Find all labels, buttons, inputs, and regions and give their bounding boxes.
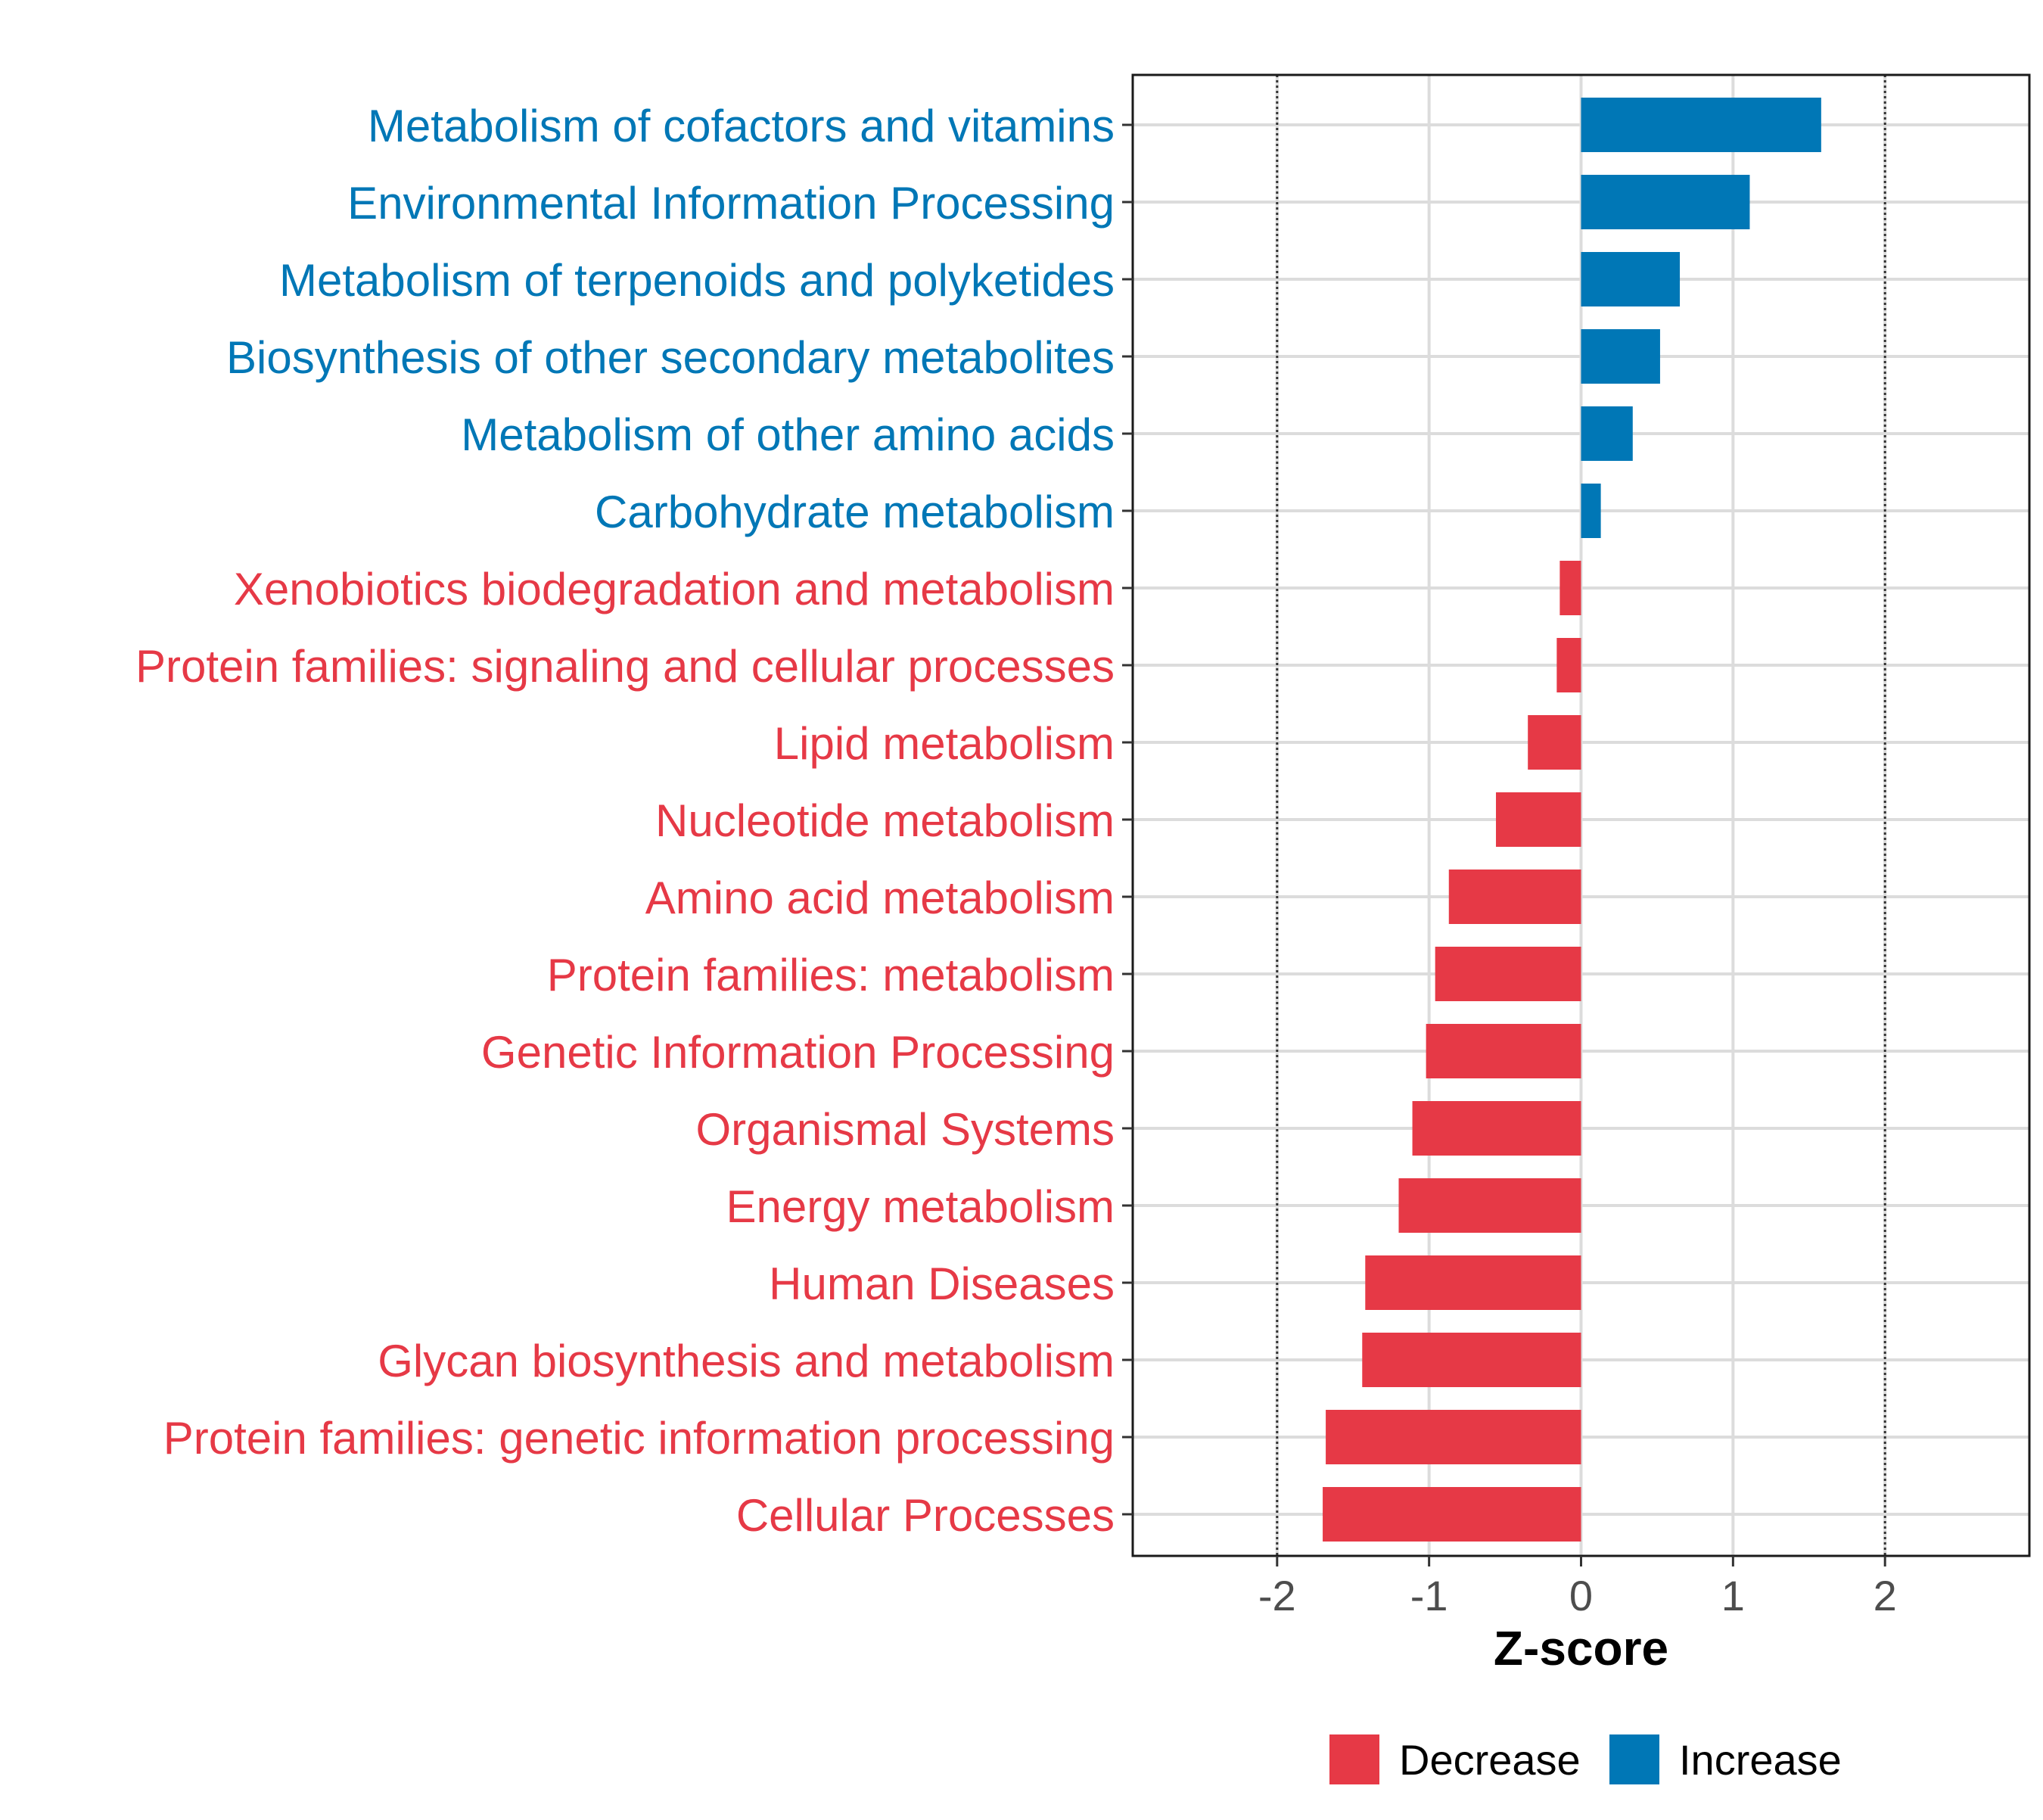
y-tick-label: Protein families: genetic information pr… [163, 1413, 1115, 1464]
x-tick-layer: -2 -1 0 1 2 [1258, 1556, 1897, 1619]
x-tick-label: 2 [1874, 1572, 1897, 1619]
y-tick-label: Nucleotide metabolism [655, 795, 1115, 846]
legend-label-decrease: Decrease [1399, 1736, 1581, 1784]
bar-carbohydrate-metabolism [1581, 484, 1601, 538]
bar-xenobiotics-biodegradation-and-metabolism [1559, 561, 1581, 615]
bar-metabolism-of-other-amino-acids [1581, 406, 1633, 461]
x-tick-label: 0 [1569, 1572, 1593, 1619]
y-tick-label: Glycan biosynthesis and metabolism [378, 1336, 1115, 1386]
y-tick-label: Protein families: signaling and cellular… [135, 641, 1115, 692]
bar-biosynthesis-of-other-secondary-metabolites [1581, 329, 1660, 384]
y-tick-label: Carbohydrate metabolism [595, 487, 1115, 537]
bar-protein-families-signaling-and-cellular-processes [1556, 638, 1581, 692]
bar-energy-metabolism [1398, 1178, 1581, 1233]
y-tick-label: Lipid metabolism [774, 718, 1115, 769]
bar-genetic-information-processing [1426, 1024, 1581, 1078]
x-tick-label: -1 [1410, 1572, 1448, 1619]
bar-protein-families-metabolism [1435, 947, 1581, 1001]
legend: Decrease Increase [1329, 1734, 1842, 1784]
y-tick-layer: Metabolism of cofactors and vitamins Envi… [135, 101, 1133, 1541]
bar-protein-families-genetic-information-processing [1326, 1410, 1581, 1464]
y-tick-label: Metabolism of other amino acids [461, 409, 1115, 460]
bar-lipid-metabolism [1528, 715, 1581, 770]
y-tick-label: Amino acid metabolism [645, 873, 1115, 923]
bar-amino-acid-metabolism [1448, 870, 1581, 924]
y-tick-label: Organismal Systems [696, 1104, 1115, 1155]
bar-environmental-information-processing [1581, 175, 1750, 229]
bar-organismal-systems [1412, 1101, 1581, 1156]
bar-metabolism-of-cofactors-and-vitamins [1581, 98, 1821, 152]
y-tick-label: Metabolism of cofactors and vitamins [368, 101, 1115, 151]
legend-swatch-increase [1609, 1734, 1659, 1784]
bar-glycan-biosynthesis-and-metabolism [1362, 1333, 1581, 1387]
bar-layer [1323, 98, 1821, 1542]
y-tick-label: Biosynthesis of other secondary metaboli… [226, 332, 1115, 383]
legend-label-increase: Increase [1679, 1736, 1842, 1784]
y-tick-label: Energy metabolism [726, 1181, 1115, 1232]
legend-swatch-decrease [1329, 1734, 1379, 1784]
y-tick-label: Protein families: metabolism [547, 950, 1115, 1000]
y-tick-label: Metabolism of terpenoids and polyketides [279, 255, 1115, 306]
y-tick-label: Xenobiotics biodegradation and metabolis… [234, 564, 1115, 614]
y-tick-label: Environmental Information Processing [347, 178, 1115, 229]
bar-cellular-processes [1323, 1487, 1581, 1542]
y-tick-label: Cellular Processes [736, 1490, 1115, 1541]
y-tick-label: Genetic Information Processing [481, 1027, 1115, 1078]
bar-nucleotide-metabolism [1496, 792, 1581, 847]
bar-metabolism-of-terpenoids-and-polyketides [1581, 252, 1681, 306]
bar-human-diseases [1365, 1255, 1581, 1310]
x-tick-label: 1 [1721, 1572, 1745, 1619]
y-tick-label: Human Diseases [769, 1258, 1115, 1309]
x-tick-label: -2 [1258, 1572, 1296, 1619]
x-axis-title: Z-score [1494, 1621, 1668, 1675]
